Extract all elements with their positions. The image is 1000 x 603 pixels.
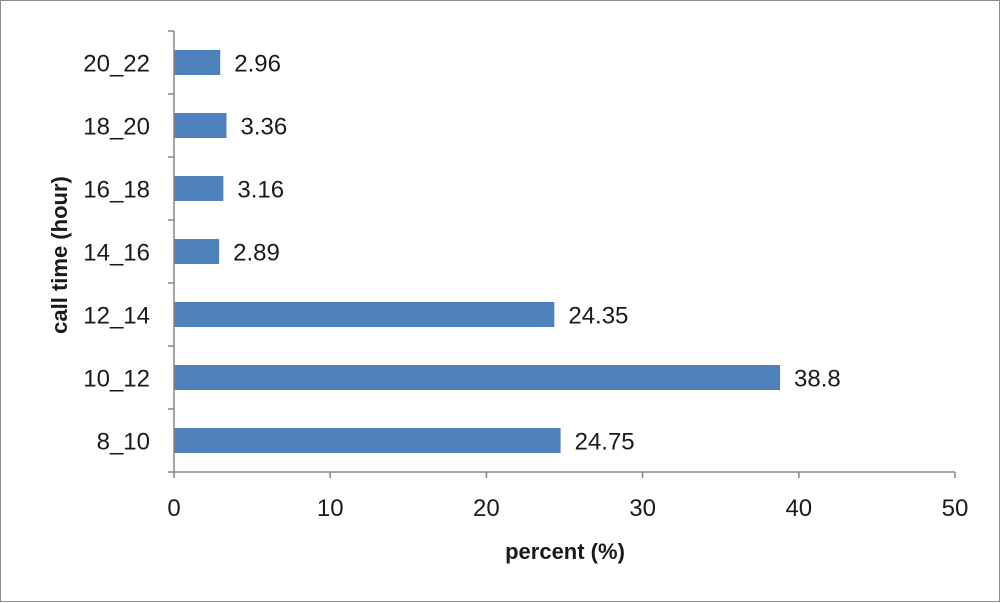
data-label-20_22: 2.96 [234,51,281,78]
y-tick-label-8_10: 8_10 [97,429,150,456]
data-labels-group: 24.75 38.8 24.35 2.89 3.16 3.36 2.96 [233,51,841,456]
y-tick-label-10_12: 10_12 [83,366,150,393]
y-tick-marks-group [168,30,174,473]
x-tick-labels-group: 0 10 20 30 40 50 [167,495,968,522]
y-tick-label-20_22: 20_22 [83,51,150,78]
bar-14_16 [174,239,220,264]
y-tick-label-12_14: 12_14 [83,303,150,330]
x-tick-label-30: 30 [629,495,656,522]
x-tick-label-0: 0 [167,495,180,522]
data-label-16_18: 3.16 [237,177,284,204]
data-label-12_14: 24.35 [568,303,628,330]
x-tick-label-50: 50 [942,495,969,522]
y-tick-label-14_16: 14_16 [83,240,150,267]
x-tick-label-40: 40 [785,495,812,522]
y-tick-labels-group: 8_10 10_12 12_14 14_16 16_18 18_20 20_22 [83,51,150,456]
x-tick-marks-group [173,472,956,478]
bar-10_12 [174,365,781,390]
x-tick-label-20: 20 [473,495,500,522]
y-axis-title: call time (hour) [47,176,72,334]
bar-20_22 [174,50,221,75]
x-tick-label-10: 10 [317,495,344,522]
data-label-8_10: 24.75 [575,429,635,456]
bar-18_20 [174,113,227,138]
bar-8_10 [174,428,561,453]
data-label-10_12: 38.8 [794,366,841,393]
data-label-14_16: 2.89 [233,240,280,267]
y-tick-label-18_20: 18_20 [83,114,150,141]
bar-12_14 [174,302,555,327]
bar-16_18 [174,176,224,201]
y-tick-label-16_18: 16_18 [83,177,150,204]
data-label-18_20: 3.36 [240,114,287,141]
bars-group [174,50,781,453]
x-axis-title: percent (%) [505,539,625,564]
